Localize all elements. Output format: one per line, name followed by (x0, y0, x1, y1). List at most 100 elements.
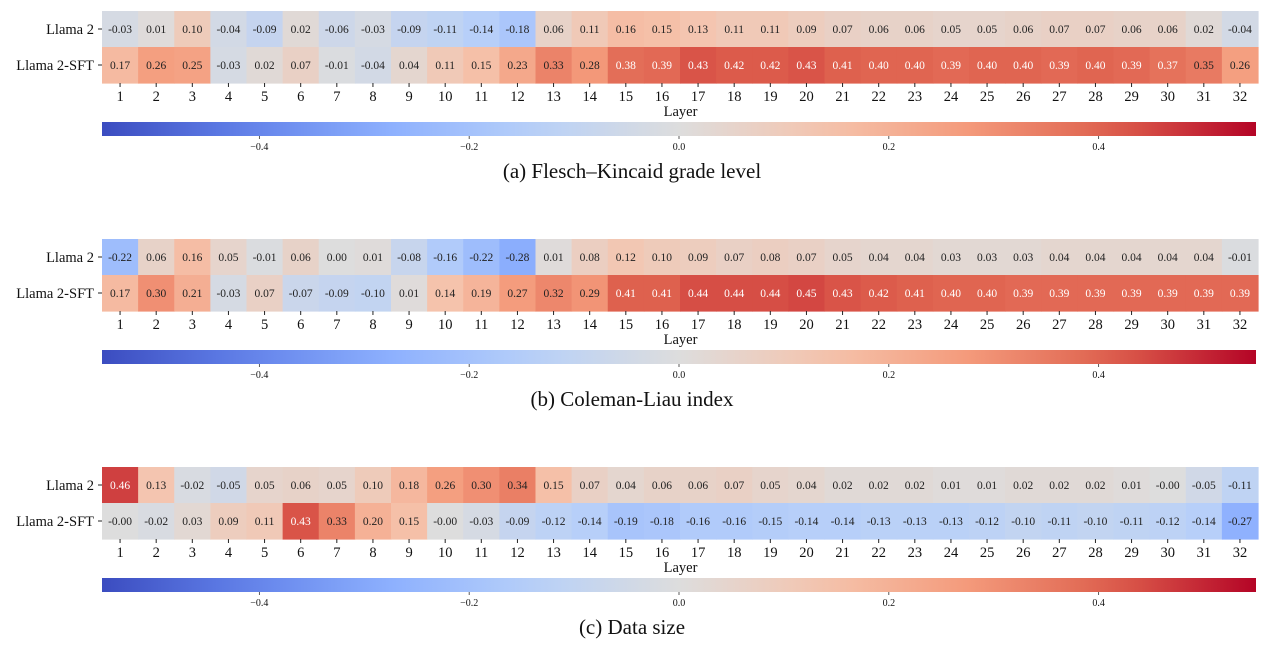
heatmap-cell (1077, 467, 1115, 504)
heatmap-cell (788, 467, 826, 504)
cell-value-label: 0.11 (724, 24, 744, 36)
heatmap-cell (174, 47, 211, 84)
column-label: 6 (297, 545, 304, 561)
x-axis-label: Layer (664, 560, 698, 576)
cell-value-label: -0.03 (216, 288, 240, 300)
colorbar-tick-label: 0.4 (1092, 598, 1105, 609)
heatmap-cell (1149, 503, 1187, 540)
heatmap-cell (499, 11, 537, 48)
heatmap-cell (1221, 47, 1259, 84)
colorbar-tick-label: −0.4 (250, 370, 268, 381)
heatmap-cell (788, 11, 826, 48)
cell-value-label: -0.27 (1228, 516, 1252, 528)
column-label: 19 (763, 545, 778, 561)
heatmap-cell (246, 503, 284, 540)
heatmap-cell (932, 503, 970, 540)
column-label: 32 (1233, 545, 1248, 561)
heatmap-cell (138, 47, 175, 84)
cell-value-label: 0.42 (724, 60, 744, 72)
cell-value-label: -0.00 (108, 516, 132, 528)
cell-value-label: -0.12 (975, 516, 999, 528)
heatmap-cell (607, 503, 645, 540)
cell-value-label: 0.44 (760, 288, 780, 300)
heatmap-cell (427, 11, 464, 48)
cell-value-label: -0.09 (397, 24, 421, 36)
heatmap-cell (969, 47, 1006, 84)
cell-value-label: 0.04 (1158, 252, 1178, 264)
column-label: 4 (225, 89, 233, 105)
heatmap-cell (752, 47, 789, 84)
cell-value-label: -0.07 (289, 288, 313, 300)
heatmap-cell (643, 275, 681, 312)
heatmap-cell (860, 467, 898, 504)
heatmap-cell (1077, 47, 1115, 84)
cell-value-label: 0.15 (399, 516, 419, 528)
heatmap-cell (427, 239, 464, 276)
cell-value-label: 0.06 (291, 480, 311, 492)
cell-value-label: -0.00 (1156, 480, 1180, 492)
column-label: 14 (582, 317, 597, 333)
cell-value-label: 0.02 (255, 60, 275, 72)
heatmap-cell (716, 467, 753, 504)
cell-value-label: 0.44 (724, 288, 744, 300)
cell-value-label: 0.15 (471, 60, 491, 72)
heatmap-cell (1113, 467, 1151, 504)
colorbar-tick-label: −0.2 (460, 370, 478, 381)
column-label: 23 (908, 89, 923, 105)
cell-value-label: 0.40 (1085, 60, 1105, 72)
column-label: 27 (1052, 317, 1067, 333)
heatmap-cell (788, 503, 826, 540)
heatmap-cell (824, 503, 862, 540)
column-label: 22 (871, 545, 886, 561)
heatmap-cell (427, 467, 464, 504)
heatmap-cell (571, 47, 609, 84)
heatmap-cell (463, 503, 500, 540)
heatmap-cell (1185, 275, 1223, 312)
heatmap-cell (1041, 239, 1078, 276)
column-label: 12 (510, 545, 525, 561)
cell-value-label: 0.21 (182, 288, 202, 300)
heatmap-cell (607, 275, 645, 312)
cell-value-label: 0.03 (977, 252, 997, 264)
heatmap-cell (282, 275, 320, 312)
column-label: 16 (655, 89, 670, 105)
heatmap-cell (1005, 503, 1042, 540)
column-label: 22 (871, 89, 886, 105)
cell-value-label: 0.38 (616, 60, 636, 72)
heatmap-cell (1113, 275, 1151, 312)
column-label: 29 (1124, 317, 1139, 333)
cell-value-label: 0.04 (796, 480, 816, 492)
cell-value-label: -0.16 (433, 252, 457, 264)
cell-value-label: -0.01 (325, 60, 349, 72)
cell-value-label: 0.32 (544, 288, 564, 300)
colorbar (102, 578, 1256, 592)
cell-value-label: 0.09 (218, 516, 238, 528)
heatmap-cell (860, 239, 898, 276)
heatmap-cell (1077, 275, 1115, 312)
heatmap-cell (1185, 467, 1223, 504)
cell-value-label: 0.13 (688, 24, 708, 36)
cell-value-label: -0.10 (1011, 516, 1035, 528)
cell-value-label: -0.15 (758, 516, 782, 528)
cell-value-label: 0.39 (1013, 288, 1033, 300)
heatmap-cell (282, 239, 320, 276)
heatmap-cell (138, 239, 175, 276)
heatmap-cell (174, 503, 211, 540)
heatmap-cell (752, 467, 789, 504)
heatmap-cell (535, 275, 573, 312)
cell-value-label: 0.39 (1158, 288, 1178, 300)
heatmap-cell (499, 467, 537, 504)
heatmap-panel-1: -0.03 0.01 0.10 -0.04 -0.09 0.02 -0.06 -0.03 -0.… (16, 11, 1259, 183)
row-label: Llama 2-SFT (16, 286, 94, 302)
heatmap-cell (246, 467, 284, 504)
cell-value-label: -0.01 (253, 252, 277, 264)
cell-value-label: 0.40 (869, 60, 889, 72)
heatmap-cell (138, 275, 175, 312)
column-label: 4 (225, 317, 233, 333)
heatmap-cell (1041, 11, 1078, 48)
column-label: 1 (116, 545, 123, 561)
column-label: 24 (944, 317, 959, 333)
heatmap-cell (102, 11, 139, 48)
cell-value-label: 0.40 (941, 288, 961, 300)
column-label: 1 (116, 89, 123, 105)
